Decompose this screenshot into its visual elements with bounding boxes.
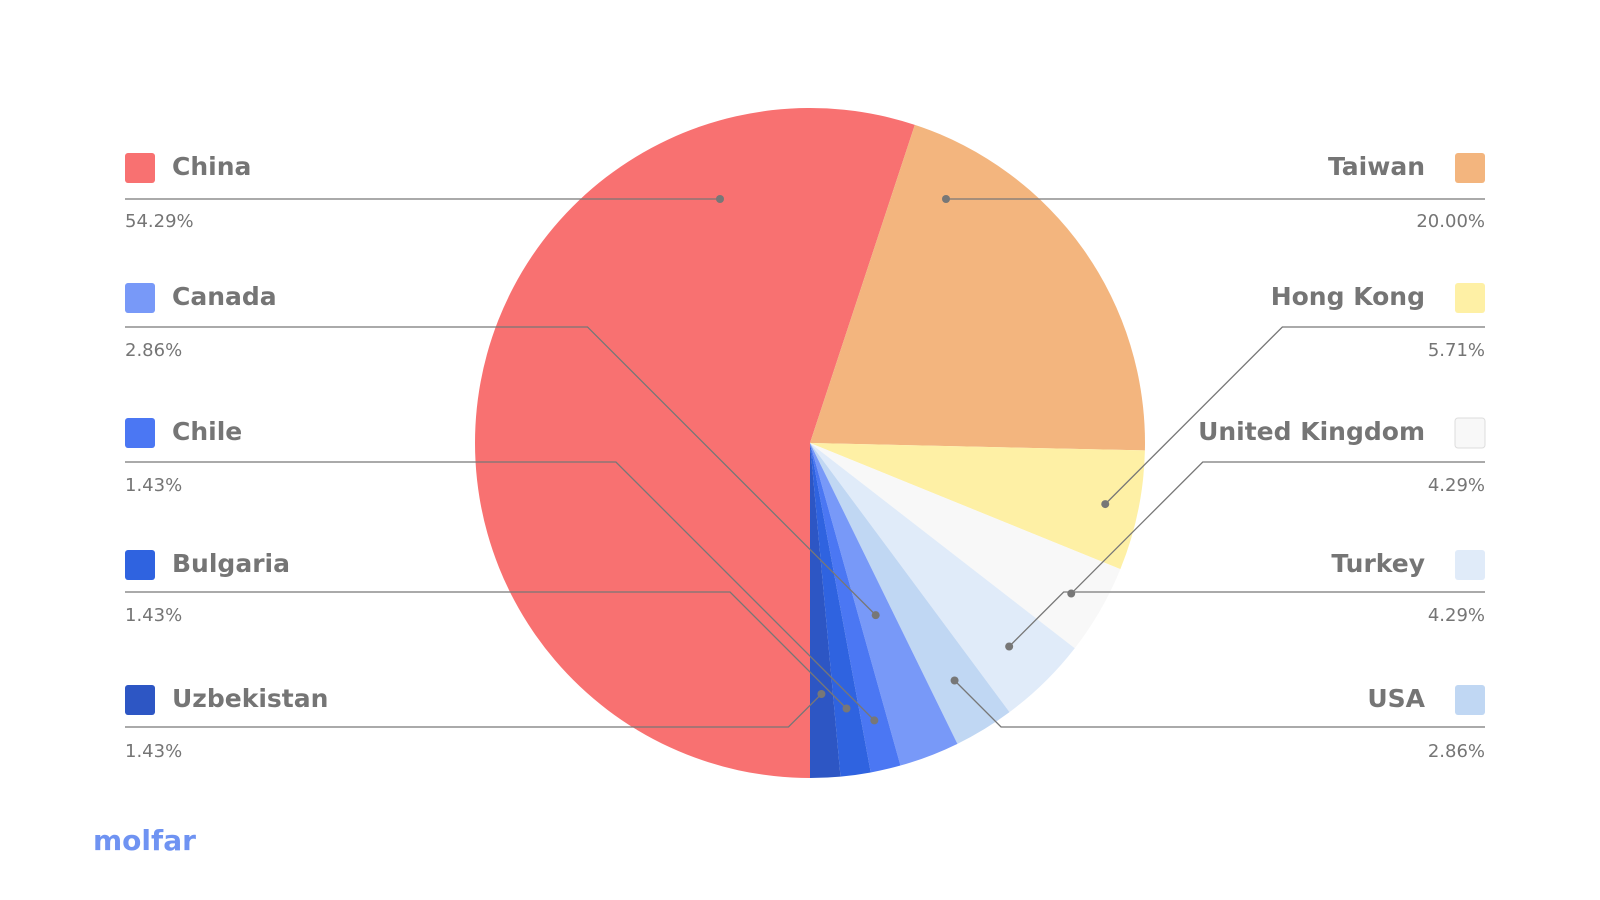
leader-dot [1067,589,1076,598]
leader-dot [716,195,724,203]
leader-dot [1005,642,1014,651]
legend-label: Canada [172,282,277,311]
slice [810,124,1145,451]
value-label: 20.00% [1416,211,1485,232]
value-label: 5.71% [1428,340,1485,361]
legend-label: Taiwan [1328,152,1425,181]
legend-swatch [1455,685,1485,715]
pie [475,107,1145,779]
leader-dot [870,716,879,725]
leader-line [125,461,875,721]
slice [810,443,871,777]
leader-dot [942,195,950,203]
legend-swatch [125,685,155,715]
leader-dot [817,689,826,698]
legend-swatch [125,418,155,448]
legend-swatch [125,550,155,580]
value-label: 2.86% [125,340,182,361]
legend-swatch [125,153,155,183]
legend-swatch [1455,550,1485,580]
leader-dot [1101,500,1110,509]
legend-label: Hong Kong [1271,282,1425,311]
leader-line [125,693,822,728]
value-label: 54.29% [125,211,194,232]
legend-label: Turkey [1331,549,1425,578]
legend-label: Bulgaria [172,549,290,578]
value-label: 4.29% [1428,475,1485,496]
value-label: 1.43% [125,475,182,496]
leader-line [1104,326,1485,505]
slice [810,443,958,766]
slice [810,443,1121,649]
legend-label: Uzbekistan [172,684,328,713]
leader-dot [871,611,880,620]
legend-swatch [125,283,155,313]
leader-dot [842,704,851,713]
value-label: 1.43% [125,605,182,626]
legend-label: United Kingdom [1198,417,1425,446]
legend-swatch [1454,417,1486,449]
legend-swatch [1455,153,1485,183]
leader-line [1008,591,1485,647]
slice [475,107,915,778]
value-label: 2.86% [1428,741,1485,762]
leader-dot [950,676,959,685]
leader-line [125,591,847,709]
slice [810,443,901,773]
legend-label: Chile [172,417,242,446]
legend-swatch [1455,283,1485,313]
legend-label: USA [1367,684,1425,713]
slice [810,443,1145,570]
leader-line [1070,461,1485,594]
value-label: 4.29% [1428,605,1485,626]
logo: molfar [93,824,196,857]
legend-label: China [172,152,251,181]
leader-line [125,326,877,616]
value-label: 1.43% [125,741,182,762]
slice [810,443,1010,744]
leader-line [954,680,1485,728]
